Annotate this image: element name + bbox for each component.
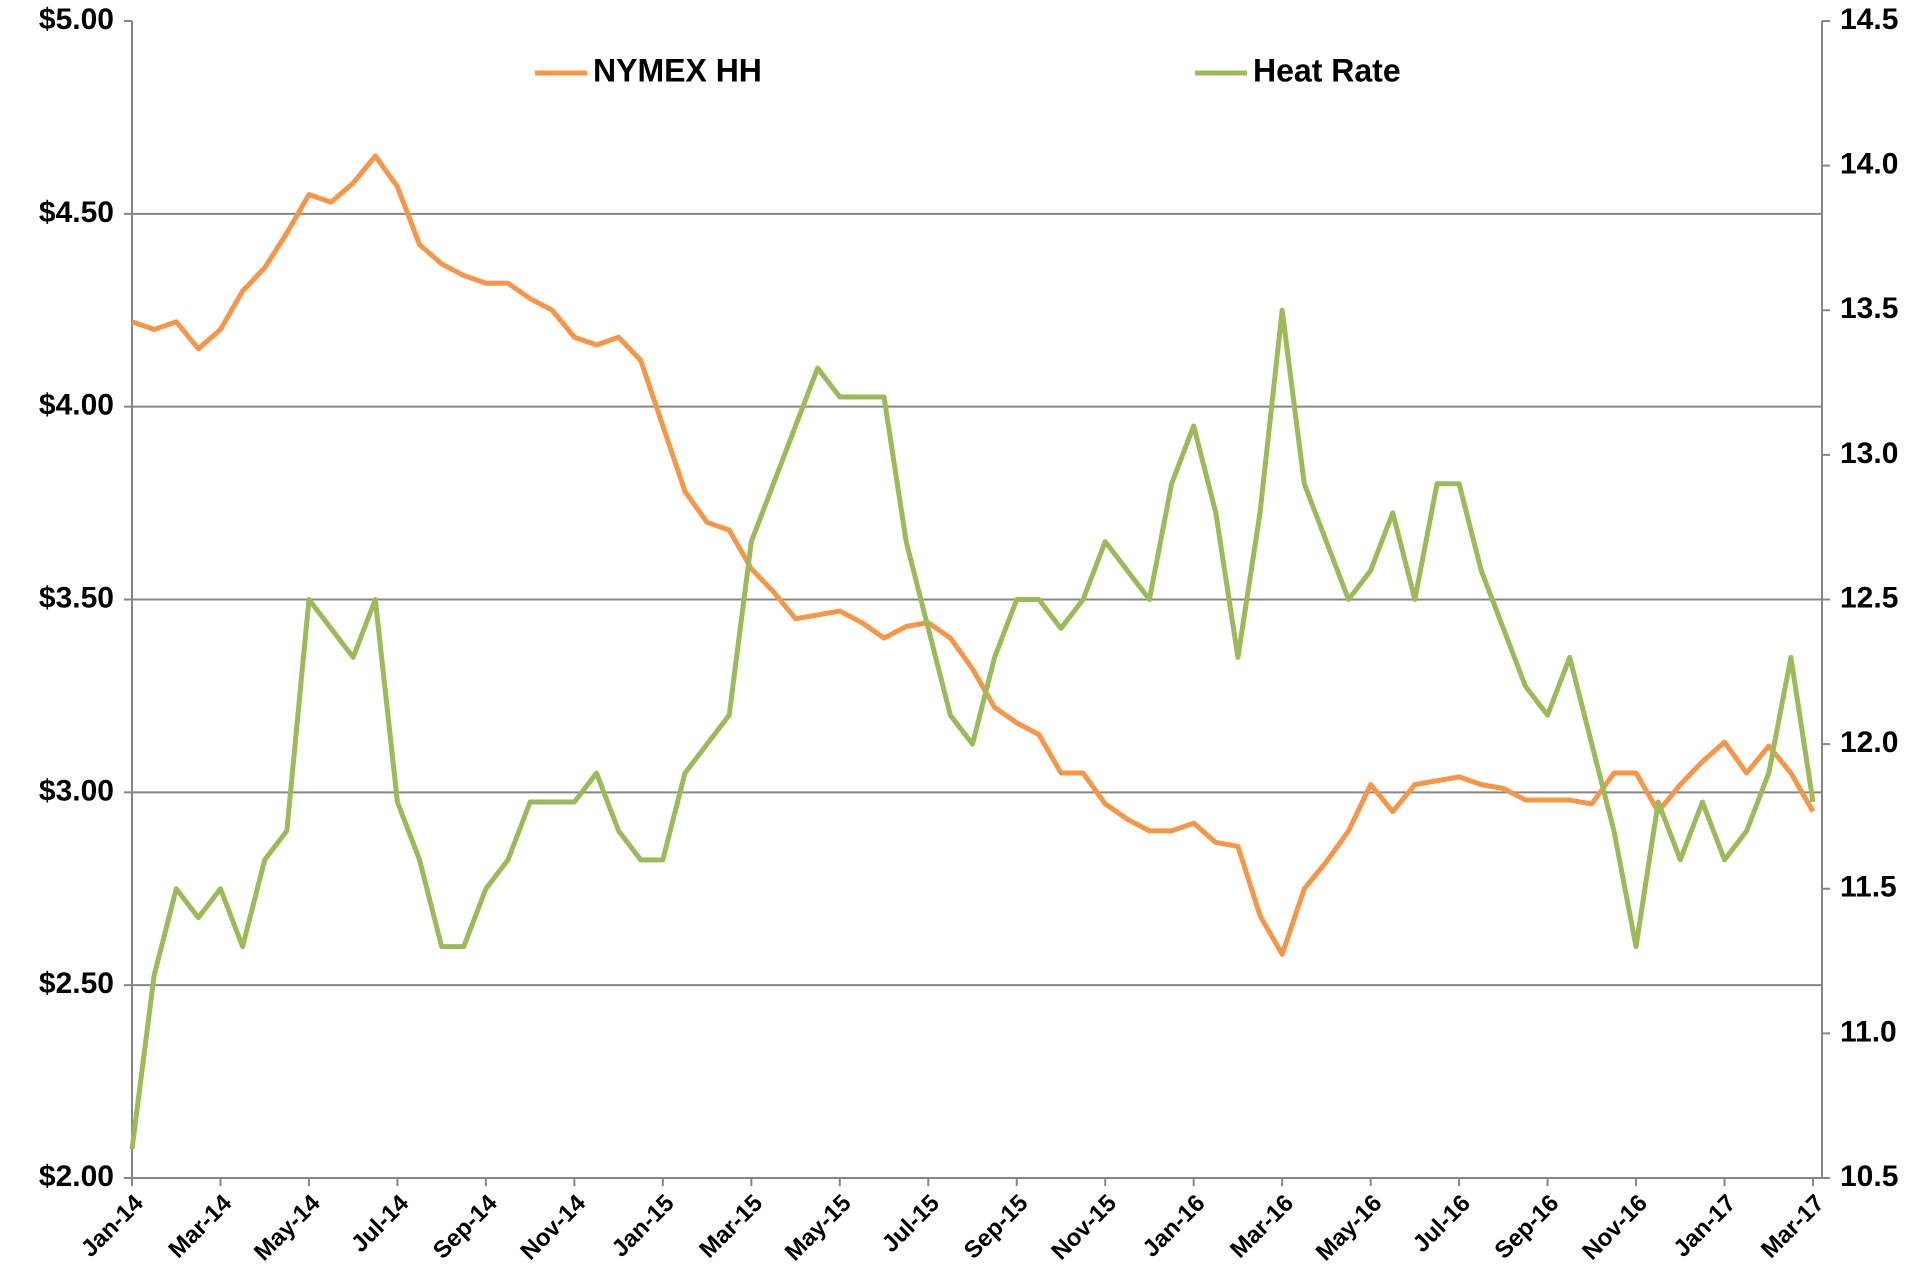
x-tick-label: Sep-16 — [1490, 1190, 1565, 1265]
x-tick-label: Jul-15 — [877, 1190, 945, 1258]
x-tick-label: May-16 — [1311, 1190, 1388, 1267]
legend-label: Heat Rate — [1253, 52, 1401, 88]
y2-tick-label: 13.5 — [1840, 292, 1898, 325]
x-tick-label: Jan-17 — [1668, 1190, 1741, 1263]
y2-tick-label: 14.5 — [1840, 3, 1898, 36]
y2-tick-label: 12.5 — [1840, 581, 1898, 614]
x-tick-label: Jul-16 — [1408, 1190, 1476, 1258]
x-tick-label: Jul-14 — [346, 1189, 415, 1258]
y-tick-label: $4.50 — [39, 196, 114, 229]
x-tick-label: Sep-14 — [428, 1189, 503, 1264]
x-tick-label: Jan-16 — [1138, 1190, 1211, 1263]
x-tick-label: Mar-15 — [694, 1190, 768, 1264]
y-tick-label: $2.50 — [39, 967, 114, 1000]
x-tick-label: Mar-17 — [1756, 1190, 1830, 1264]
x-tick-label: Nov-16 — [1577, 1190, 1653, 1266]
x-tick-label: Mar-16 — [1225, 1190, 1299, 1264]
y-tick-label: $5.00 — [39, 3, 114, 36]
y2-tick-label: 12.0 — [1840, 726, 1898, 759]
x-tick-label: Nov-14 — [515, 1189, 591, 1265]
x-tick-label: May-15 — [780, 1190, 857, 1267]
y-tick-label: $3.50 — [39, 581, 114, 614]
y2-tick-label: 10.5 — [1840, 1160, 1898, 1193]
x-tick-label: Nov-15 — [1046, 1190, 1122, 1266]
x-tick-label: Sep-15 — [959, 1190, 1034, 1265]
x-tick-label: Jan-14 — [76, 1189, 149, 1262]
y-tick-label: $2.00 — [39, 1160, 114, 1193]
y-tick-label: $3.00 — [39, 774, 114, 807]
y2-tick-label: 11.5 — [1840, 871, 1897, 904]
series-line — [129, 307, 1816, 1150]
series-line — [131, 153, 1816, 957]
y-tick-label: $4.00 — [39, 389, 114, 422]
legend-label: NYMEX HH — [593, 52, 762, 88]
x-tick-label: Jan-15 — [607, 1190, 680, 1263]
y2-tick-label: 11.0 — [1840, 1015, 1897, 1048]
y2-tick-label: 14.0 — [1840, 148, 1898, 181]
x-tick-label: Mar-14 — [163, 1189, 237, 1263]
x-tick-label: May-14 — [249, 1189, 326, 1266]
y2-tick-label: 13.0 — [1840, 437, 1898, 470]
